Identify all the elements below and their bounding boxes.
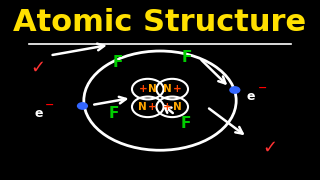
Text: F: F (182, 50, 192, 65)
Text: +: + (139, 84, 147, 94)
Text: −: − (45, 100, 54, 110)
Text: F: F (108, 106, 119, 122)
Text: F: F (181, 116, 191, 131)
Text: N: N (163, 84, 172, 94)
Text: +: + (163, 102, 172, 112)
Text: ✓: ✓ (30, 59, 46, 77)
Text: +: + (173, 84, 181, 94)
Text: N: N (139, 102, 147, 112)
Text: e: e (247, 90, 255, 103)
Circle shape (77, 103, 87, 109)
Text: F: F (113, 55, 123, 70)
Text: N: N (148, 84, 157, 94)
Text: −: − (257, 83, 267, 93)
Text: Atomic Structure: Atomic Structure (13, 8, 307, 37)
Text: N: N (173, 102, 181, 112)
Circle shape (230, 87, 240, 93)
Text: +: + (148, 102, 157, 112)
Text: e: e (35, 107, 43, 120)
Text: ✓: ✓ (263, 139, 278, 157)
